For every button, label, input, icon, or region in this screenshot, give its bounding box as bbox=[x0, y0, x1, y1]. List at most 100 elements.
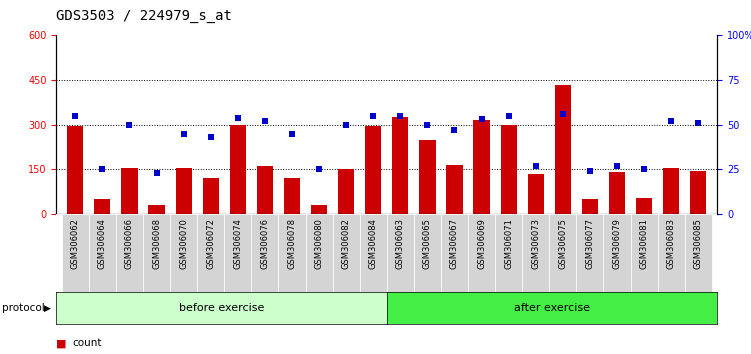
Point bbox=[69, 113, 81, 119]
Bar bbox=[555, 85, 571, 214]
Text: after exercise: after exercise bbox=[514, 303, 590, 313]
Text: GSM306084: GSM306084 bbox=[369, 218, 378, 269]
Text: GSM306069: GSM306069 bbox=[477, 218, 486, 269]
Point bbox=[367, 113, 379, 119]
Bar bbox=[122, 168, 137, 214]
Bar bbox=[338, 170, 354, 214]
FancyBboxPatch shape bbox=[198, 214, 225, 292]
Text: GDS3503 / 224979_s_at: GDS3503 / 224979_s_at bbox=[56, 9, 232, 23]
FancyBboxPatch shape bbox=[360, 214, 387, 292]
Bar bbox=[690, 171, 707, 214]
Point bbox=[475, 116, 487, 122]
Point bbox=[178, 131, 190, 137]
FancyBboxPatch shape bbox=[495, 214, 522, 292]
FancyBboxPatch shape bbox=[170, 214, 198, 292]
Bar bbox=[582, 199, 598, 214]
FancyBboxPatch shape bbox=[658, 214, 685, 292]
Text: ■: ■ bbox=[56, 338, 67, 348]
Point bbox=[529, 163, 541, 169]
FancyBboxPatch shape bbox=[387, 214, 414, 292]
Point bbox=[313, 167, 325, 172]
FancyBboxPatch shape bbox=[62, 214, 89, 292]
FancyBboxPatch shape bbox=[306, 214, 333, 292]
Point bbox=[150, 170, 162, 176]
Text: GSM306082: GSM306082 bbox=[342, 218, 351, 269]
Text: GSM306066: GSM306066 bbox=[125, 218, 134, 269]
Text: GSM306078: GSM306078 bbox=[288, 218, 297, 269]
Text: count: count bbox=[73, 338, 102, 348]
Text: GSM306062: GSM306062 bbox=[71, 218, 80, 269]
Bar bbox=[284, 178, 300, 214]
Bar bbox=[419, 140, 436, 214]
Point bbox=[502, 113, 514, 119]
Point bbox=[448, 127, 460, 133]
Bar bbox=[528, 174, 544, 214]
FancyBboxPatch shape bbox=[549, 214, 576, 292]
FancyBboxPatch shape bbox=[279, 214, 306, 292]
Bar bbox=[149, 205, 164, 214]
Bar bbox=[94, 199, 110, 214]
Bar bbox=[636, 198, 652, 214]
Point bbox=[556, 111, 569, 117]
Text: GSM306065: GSM306065 bbox=[423, 218, 432, 269]
Bar bbox=[446, 165, 463, 214]
Point bbox=[123, 122, 135, 127]
Text: GSM306067: GSM306067 bbox=[450, 218, 459, 269]
FancyBboxPatch shape bbox=[522, 214, 549, 292]
Point bbox=[611, 163, 623, 169]
Text: GSM306073: GSM306073 bbox=[531, 218, 540, 269]
FancyBboxPatch shape bbox=[333, 214, 360, 292]
FancyBboxPatch shape bbox=[604, 214, 631, 292]
Text: GSM306068: GSM306068 bbox=[152, 218, 161, 269]
Text: GSM306076: GSM306076 bbox=[261, 218, 270, 269]
Text: GSM306070: GSM306070 bbox=[179, 218, 189, 269]
Text: ▶: ▶ bbox=[44, 303, 50, 313]
FancyBboxPatch shape bbox=[576, 214, 604, 292]
Text: GSM306083: GSM306083 bbox=[667, 218, 676, 269]
Bar bbox=[663, 168, 680, 214]
Bar bbox=[176, 168, 192, 214]
Bar bbox=[67, 126, 83, 214]
Bar bbox=[609, 172, 625, 214]
FancyBboxPatch shape bbox=[89, 214, 116, 292]
Text: GSM306074: GSM306074 bbox=[234, 218, 243, 269]
Text: before exercise: before exercise bbox=[179, 303, 264, 313]
Text: GSM306077: GSM306077 bbox=[585, 218, 594, 269]
FancyBboxPatch shape bbox=[116, 214, 143, 292]
Point bbox=[340, 122, 352, 127]
Text: GSM306085: GSM306085 bbox=[694, 218, 703, 269]
Point bbox=[584, 169, 596, 174]
Point bbox=[259, 118, 271, 124]
FancyBboxPatch shape bbox=[441, 214, 468, 292]
Bar bbox=[311, 205, 327, 214]
FancyBboxPatch shape bbox=[631, 214, 658, 292]
Bar bbox=[473, 120, 490, 214]
Text: GSM306079: GSM306079 bbox=[613, 218, 622, 269]
Point bbox=[638, 167, 650, 172]
Text: GSM306075: GSM306075 bbox=[558, 218, 567, 269]
Point bbox=[205, 135, 217, 140]
Text: GSM306080: GSM306080 bbox=[315, 218, 324, 269]
Text: GSM306071: GSM306071 bbox=[504, 218, 513, 269]
Text: GSM306064: GSM306064 bbox=[98, 218, 107, 269]
FancyBboxPatch shape bbox=[225, 214, 252, 292]
FancyBboxPatch shape bbox=[468, 214, 495, 292]
FancyBboxPatch shape bbox=[143, 214, 170, 292]
FancyBboxPatch shape bbox=[252, 214, 279, 292]
Bar bbox=[392, 117, 409, 214]
Bar bbox=[257, 166, 273, 214]
Bar bbox=[230, 125, 246, 214]
Point bbox=[232, 115, 244, 120]
Point bbox=[665, 118, 677, 124]
Point bbox=[421, 122, 433, 127]
FancyBboxPatch shape bbox=[685, 214, 712, 292]
Bar bbox=[500, 125, 517, 214]
Point bbox=[96, 167, 108, 172]
Text: GSM306063: GSM306063 bbox=[396, 218, 405, 269]
FancyBboxPatch shape bbox=[414, 214, 441, 292]
Bar bbox=[203, 178, 219, 214]
Point bbox=[286, 131, 298, 137]
Text: protocol: protocol bbox=[2, 303, 44, 313]
Bar bbox=[365, 126, 382, 214]
Text: GSM306072: GSM306072 bbox=[207, 218, 216, 269]
